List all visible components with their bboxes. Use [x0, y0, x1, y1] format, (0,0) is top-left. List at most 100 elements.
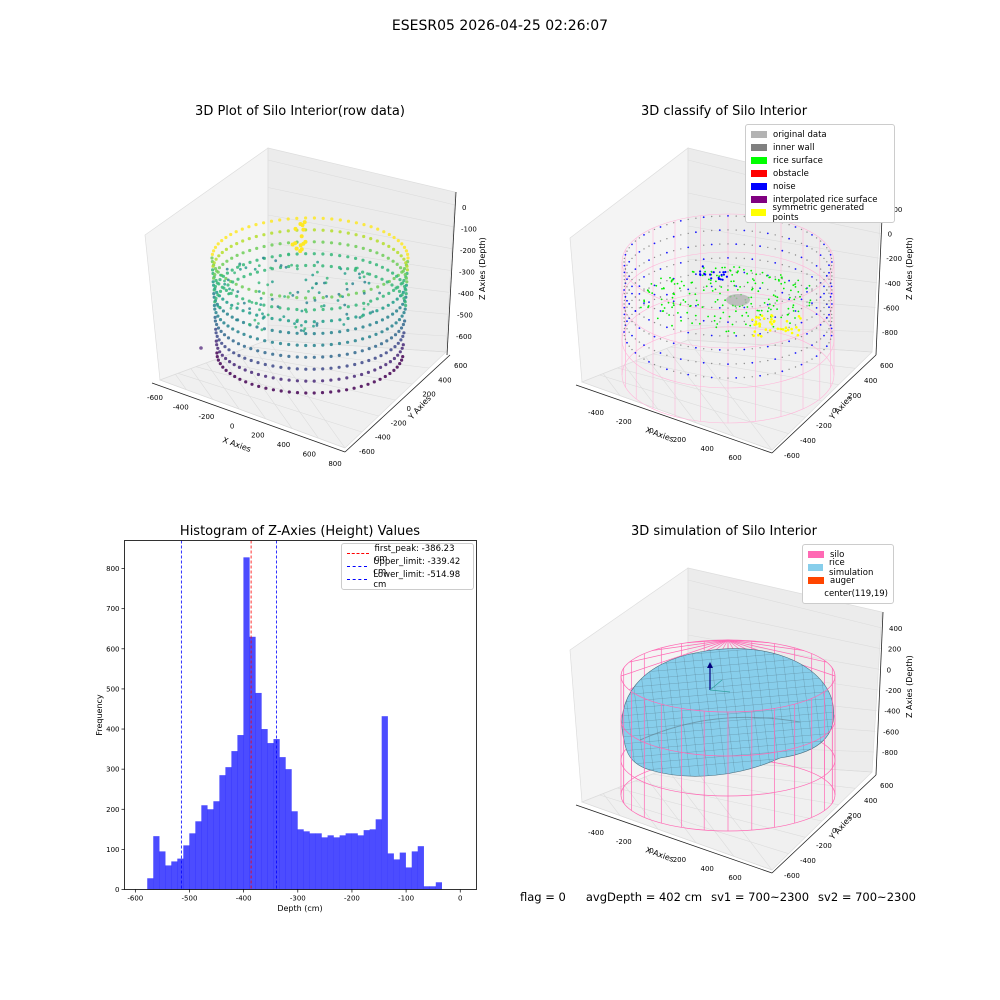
- point: [724, 299, 726, 302]
- legend-swatch: [808, 590, 819, 597]
- point: [354, 303, 358, 307]
- point: [358, 272, 361, 276]
- histogram-bar: [375, 819, 382, 890]
- point: [788, 340, 790, 343]
- point: [255, 313, 259, 317]
- point: [235, 253, 239, 257]
- point: [623, 320, 626, 323]
- point: [695, 217, 697, 219]
- point: [312, 343, 316, 348]
- point: [761, 271, 764, 274]
- point: [792, 310, 795, 312]
- grid-line: [221, 356, 266, 420]
- point: [722, 271, 725, 274]
- point: [405, 280, 409, 284]
- point: [405, 264, 409, 268]
- point: [376, 285, 380, 289]
- point: [743, 271, 746, 274]
- point: [278, 294, 282, 298]
- point: [800, 307, 803, 310]
- point: [244, 266, 248, 270]
- point: [404, 249, 408, 253]
- point: [825, 274, 828, 277]
- legend-item: Lower_limit: -514.98 cm: [347, 570, 468, 590]
- histogram-bar: [231, 751, 238, 890]
- point: [271, 376, 275, 380]
- point: [638, 355, 641, 357]
- point: [217, 254, 221, 258]
- point: [718, 307, 721, 309]
- point: [391, 312, 395, 316]
- point: [257, 281, 261, 285]
- point: [719, 317, 722, 320]
- point: [210, 252, 214, 256]
- point: [811, 288, 813, 290]
- point: [266, 313, 270, 317]
- point: [226, 324, 230, 328]
- y-tick-label: 200: [848, 812, 861, 820]
- x-tick-label: -600: [127, 895, 143, 903]
- point: [395, 365, 399, 369]
- point: [716, 298, 719, 301]
- point: [368, 335, 372, 339]
- point: [235, 242, 239, 246]
- point: [701, 274, 704, 277]
- point: [402, 296, 406, 300]
- point: [666, 293, 668, 296]
- point: [321, 355, 325, 359]
- point: [776, 327, 780, 331]
- point: [388, 360, 392, 364]
- point: [790, 327, 793, 331]
- point: [679, 220, 682, 222]
- point: [330, 295, 334, 299]
- point: [369, 299, 373, 303]
- y-tick-label: 200: [848, 392, 861, 400]
- point: [788, 294, 790, 296]
- point: [257, 264, 261, 267]
- grid-line: [652, 773, 839, 805]
- legend-item: first_peak: -386.23 cm: [347, 544, 468, 564]
- point: [758, 309, 760, 312]
- point: [830, 285, 833, 288]
- point: [368, 323, 372, 327]
- point: [406, 256, 410, 260]
- point: [711, 306, 713, 309]
- point: [381, 242, 385, 246]
- point: [815, 285, 818, 287]
- point: [401, 334, 405, 338]
- legend-item: auger: [808, 574, 888, 587]
- point: [248, 323, 251, 326]
- legend-label: symmetric generated points: [772, 202, 865, 223]
- point: [806, 361, 808, 363]
- histogram-bar: [297, 829, 304, 890]
- point: [719, 321, 721, 323]
- point: [648, 273, 650, 275]
- point: [254, 301, 258, 305]
- point: [829, 253, 832, 256]
- point: [682, 299, 685, 301]
- point: [329, 354, 333, 358]
- point: [623, 299, 626, 302]
- point: [703, 376, 705, 378]
- point: [634, 268, 637, 270]
- z-tick-label: 0: [888, 231, 892, 239]
- point: [628, 275, 630, 277]
- y-tick-label: 0: [832, 407, 836, 415]
- z-tick-label: 200: [889, 206, 902, 214]
- point: [781, 276, 783, 279]
- point: [304, 343, 308, 348]
- legend-item: noise: [751, 180, 889, 193]
- point: [346, 316, 350, 321]
- legend-item: original data: [751, 128, 889, 141]
- legend-label: inner wall: [773, 142, 815, 153]
- grid-line: [617, 367, 806, 418]
- point: [287, 342, 291, 347]
- point: [794, 324, 797, 326]
- raw-data-plot-title: 3D Plot of Silo Interior(row data): [195, 104, 405, 119]
- point: [648, 259, 650, 261]
- point: [373, 368, 377, 372]
- point: [753, 330, 757, 333]
- point: [353, 351, 357, 355]
- point: [304, 332, 308, 336]
- point: [680, 276, 682, 278]
